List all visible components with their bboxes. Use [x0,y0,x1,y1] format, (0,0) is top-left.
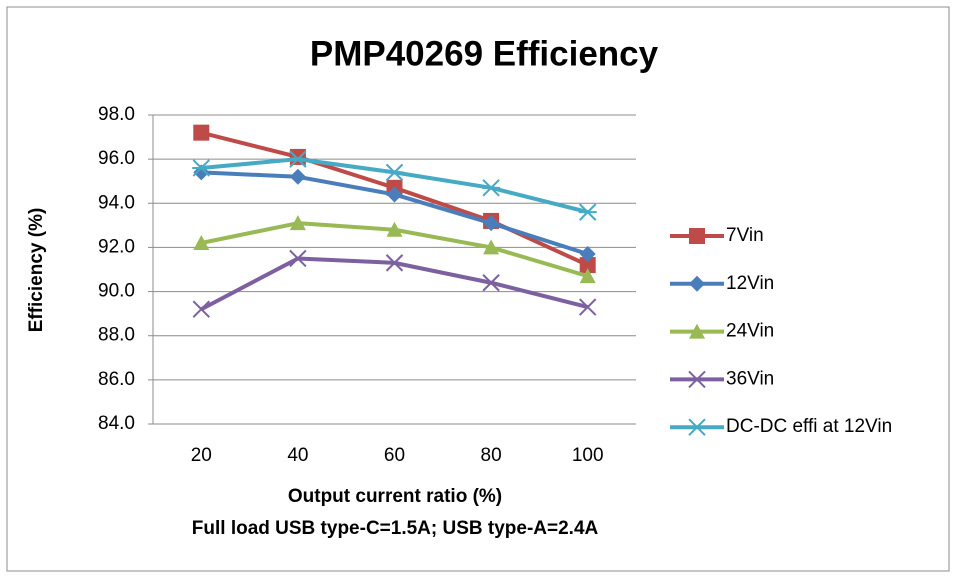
legend-marker [689,228,705,244]
marker [386,221,403,237]
y-tick-label: 88.0 [98,325,135,346]
marker [288,150,307,168]
chart-title: PMP40269 Efficiency [310,34,659,73]
y-tick-label: 86.0 [98,369,135,390]
x-tick-label: 80 [481,445,502,466]
marker [192,159,211,177]
legend-label: 12Vin [726,273,774,294]
x-tick-label: 20 [191,445,212,466]
marker [578,298,597,316]
legend-marker [689,323,705,339]
y-tick-label: 84.0 [98,413,135,434]
marker [578,203,597,221]
marker [385,163,404,182]
marker [289,168,306,185]
x-tick-label: 40 [287,445,308,466]
marker [289,249,307,268]
marker [579,257,596,274]
x-tick-label: 60 [384,445,405,466]
y-tick-label: 94.0 [98,192,135,213]
marker [289,215,306,231]
legend-label: 7Vin [726,225,764,246]
legend-label: DC-DC effi at 12Vin [726,416,892,437]
marker [385,254,404,272]
marker [482,179,501,197]
marker [289,148,306,165]
marker [579,268,596,284]
y-tick-label: 98.0 [98,104,135,125]
legend-label: 36Vin [726,368,774,389]
legend-marker [688,370,706,389]
y-axis-label: Efficiency (%) [26,208,47,333]
marker [193,124,210,141]
y-tick-label: 90.0 [98,281,135,302]
marker [483,239,500,255]
marker [579,246,596,263]
marker [193,235,210,251]
x-axis-label: Output current ratio (%) [288,486,502,507]
legend-marker [688,418,706,436]
marker [483,215,500,232]
legend-label: 24Vin [726,321,774,342]
x-axis-note: Full load USB type-C=1.5A; USB type-A=2.… [192,518,599,539]
marker [482,274,500,292]
marker [386,186,403,203]
y-tick-label: 92.0 [98,236,135,257]
marker [192,300,211,318]
legend-marker [689,275,705,292]
x-tick-label: 100 [572,445,604,466]
y-tick-label: 96.0 [98,148,135,169]
chart-border [6,6,950,572]
